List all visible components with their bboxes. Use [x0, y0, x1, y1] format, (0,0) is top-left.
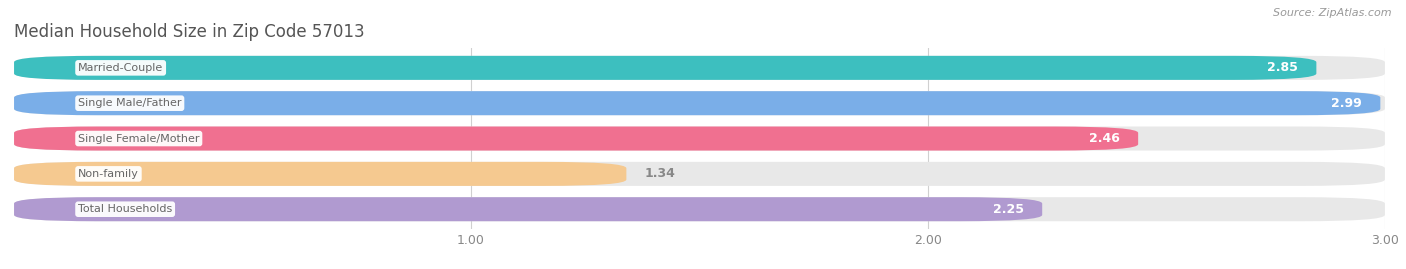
FancyBboxPatch shape: [14, 197, 1042, 221]
FancyBboxPatch shape: [14, 197, 1385, 221]
FancyBboxPatch shape: [14, 126, 1139, 151]
FancyBboxPatch shape: [14, 56, 1385, 80]
Text: Single Female/Mother: Single Female/Mother: [79, 133, 200, 144]
Text: 2.46: 2.46: [1090, 132, 1121, 145]
FancyBboxPatch shape: [14, 56, 1316, 80]
Text: 2.85: 2.85: [1267, 61, 1298, 74]
FancyBboxPatch shape: [14, 126, 1385, 151]
FancyBboxPatch shape: [14, 162, 627, 186]
FancyBboxPatch shape: [14, 91, 1385, 115]
FancyBboxPatch shape: [14, 91, 1381, 115]
Text: Total Households: Total Households: [79, 204, 173, 214]
Text: Single Male/Father: Single Male/Father: [79, 98, 181, 108]
Text: 2.25: 2.25: [993, 203, 1024, 216]
Text: 2.99: 2.99: [1331, 97, 1362, 110]
Text: Source: ZipAtlas.com: Source: ZipAtlas.com: [1274, 8, 1392, 18]
Text: Married-Couple: Married-Couple: [79, 63, 163, 73]
FancyBboxPatch shape: [14, 162, 1385, 186]
Text: Non-family: Non-family: [79, 169, 139, 179]
Text: 1.34: 1.34: [645, 167, 675, 180]
Text: Median Household Size in Zip Code 57013: Median Household Size in Zip Code 57013: [14, 23, 364, 41]
